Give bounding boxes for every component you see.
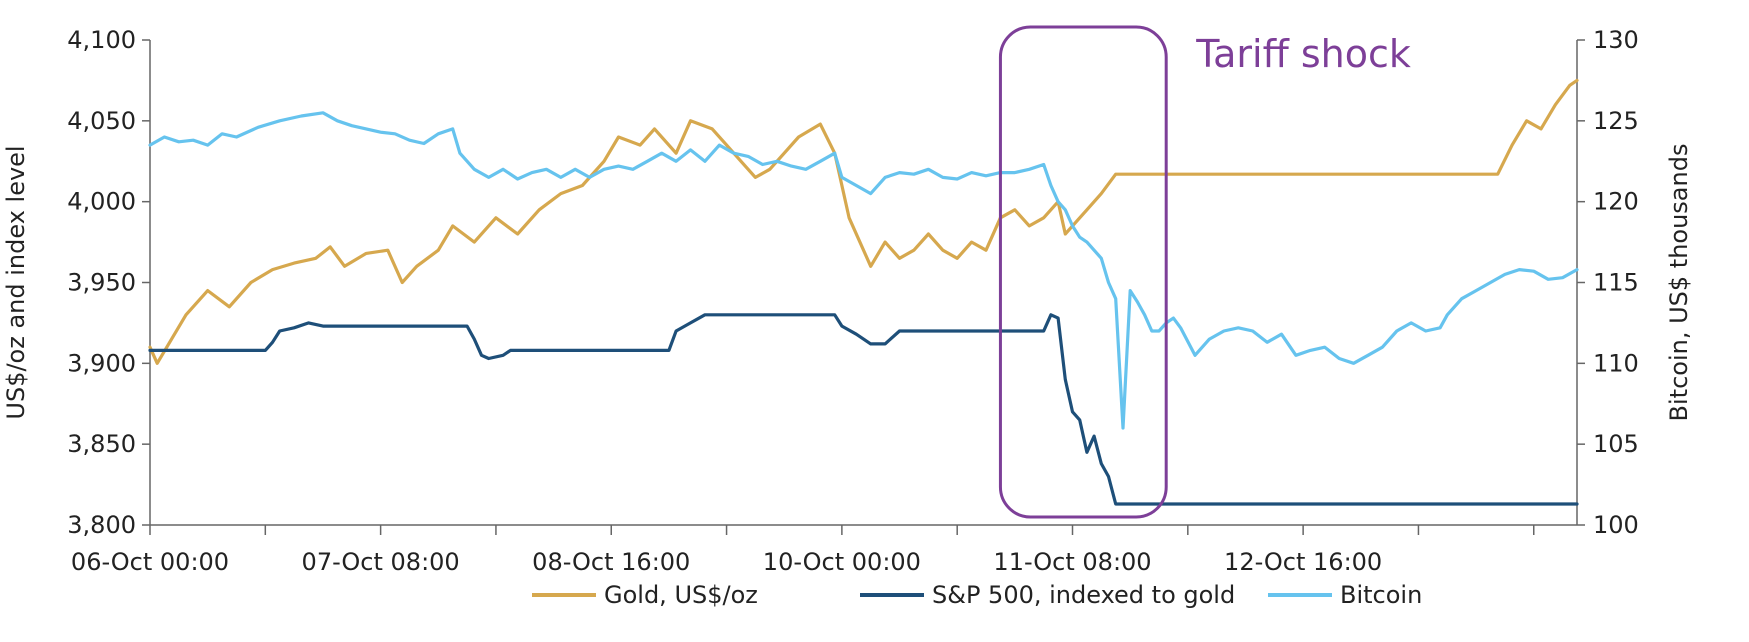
y-left-axis-title: US$/oz and index level [2,145,30,419]
x-tick-label: 12-Oct 16:00 [1224,548,1382,576]
y-left-tick-label: 3,900 [67,349,136,377]
y-left-tick-label: 3,800 [67,511,136,539]
series-layer [148,78,1579,506]
y-right-tick-label: 105 [1593,430,1639,458]
y-right-axis-title: Bitcoin, US$ thousands [1665,144,1693,422]
axes: 3,800 3,850 3,900 3,950 4,000 4,050 4,100 100 10… [2,26,1693,576]
tariff-shock-box [998,25,1168,519]
x-tick-label: 08-Oct 16:00 [532,548,690,576]
y-right-tick-label: 125 [1593,107,1639,135]
y-left-tick-label: 4,100 [67,26,136,54]
legend: Gold, US$/oz S&P 500, indexed to gold Bitc… [532,581,1422,609]
tariff-shock-label: Tariff shock [1195,32,1411,76]
x-tick-label: 10-Oct 00:00 [763,548,921,576]
y-right-tick-label: 100 [1593,511,1639,539]
x-tick-label: 06-Oct 00:00 [71,548,229,576]
y-left-tick-label: 4,000 [67,188,136,216]
series-line-gold-us-oz [148,78,1579,365]
series-line-bitcoin [148,111,1579,430]
legend-label: Bitcoin [1340,581,1422,609]
annotation-layer: Tariff shock [998,25,1411,519]
y-right-tick-label: 110 [1593,349,1639,377]
y-left-tick-label: 3,950 [67,269,136,297]
series-line-s-p-500-indexed-to-gold [148,313,1579,506]
legend-label: S&P 500, indexed to gold [932,581,1235,609]
y-left-tick-label: 4,050 [67,107,136,135]
y-right-tick-label: 120 [1593,188,1639,216]
legend-label: Gold, US$/oz [604,581,758,609]
y-right-tick-label: 115 [1593,269,1639,297]
y-right-tick-label: 130 [1593,26,1639,54]
x-tick-label: 07-Oct 08:00 [302,548,460,576]
y-left-tick-label: 3,850 [67,430,136,458]
x-tick-label: 11-Oct 08:00 [993,548,1151,576]
